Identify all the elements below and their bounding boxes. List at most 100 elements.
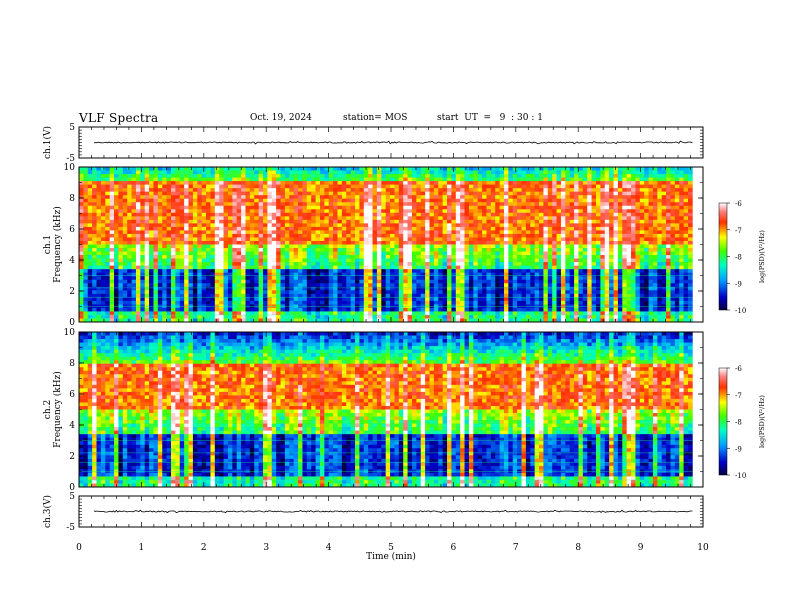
spectrogram-cell	[490, 244, 496, 249]
spectrogram-cell	[319, 230, 325, 235]
spectrogram-cell	[442, 209, 448, 214]
spectrogram-cell	[543, 230, 549, 235]
spectrogram-cell	[429, 198, 435, 203]
spectrogram-cell	[495, 293, 500, 298]
spectrogram-cell	[258, 307, 264, 312]
spectrogram-cell	[254, 318, 259, 323]
spectrogram-cell	[390, 237, 395, 242]
spectrogram-cell	[135, 248, 141, 252]
spectrogram-cell	[530, 265, 535, 270]
spectrogram-cell	[556, 209, 562, 214]
spectrogram-cell	[263, 174, 268, 178]
spectrogram-cell	[368, 240, 373, 245]
spectrogram-cell	[547, 286, 553, 291]
spectrogram-cell	[201, 290, 207, 295]
spectrogram-cell	[192, 219, 198, 224]
spectrogram-cell	[249, 226, 255, 231]
spectrogram-cell	[131, 212, 137, 217]
spectrogram-cell	[429, 286, 435, 291]
spectrogram-cell	[333, 255, 338, 259]
spectrogram-cell	[153, 233, 159, 238]
spectrogram-cell	[79, 233, 84, 238]
spectrogram-cell	[464, 240, 470, 245]
spectrogram-cell	[135, 255, 141, 259]
spectrogram-cell	[346, 167, 351, 171]
spectrogram-cell	[460, 188, 465, 192]
spectrogram-cell	[210, 226, 216, 231]
spectrogram-cell	[175, 258, 181, 263]
spectrogram-cell	[206, 198, 211, 203]
spectrogram-cell	[127, 212, 132, 217]
spectrogram-cell	[236, 279, 242, 284]
spectrogram-cell	[302, 181, 308, 185]
spectrogram-cell	[411, 219, 417, 224]
spectrogram-cell	[166, 191, 172, 196]
spectrogram-cell	[490, 226, 496, 231]
spectrogram-cell	[118, 174, 124, 178]
spectrogram-cell	[83, 265, 89, 270]
spectrogram-cell	[376, 205, 382, 210]
spectrogram-cell	[328, 216, 334, 221]
spectrogram-cell	[92, 174, 97, 178]
spectrogram-cell	[539, 314, 544, 319]
spectrogram-cell	[433, 233, 439, 238]
spectrogram-cell	[188, 283, 194, 288]
spectrogram-cell	[324, 265, 330, 270]
spectrogram-cell	[188, 293, 194, 298]
spectrogram-cell	[337, 248, 343, 252]
spectrogram-cell	[376, 191, 382, 196]
spectrogram-cell	[232, 181, 238, 185]
spectrogram-cell	[284, 286, 290, 291]
spectrogram-cell	[87, 255, 93, 259]
spectrogram-cell	[105, 212, 110, 217]
spectrogram-cell	[376, 184, 382, 189]
spectrogram-cell	[232, 219, 238, 224]
spectrogram-cell	[245, 198, 251, 203]
spectrogram-cell	[534, 293, 540, 298]
spectrogram-cell	[162, 258, 167, 263]
spectrogram-cell	[324, 212, 330, 217]
spectrogram-cell	[175, 174, 181, 178]
spectrogram-cell	[521, 248, 527, 252]
spectrogram-cell	[341, 318, 347, 323]
spectrogram-cell	[438, 205, 443, 210]
spectrogram-cell	[319, 297, 325, 302]
spectrogram-cell	[552, 240, 557, 245]
spectrogram-cell	[284, 311, 290, 316]
spectrogram-cell	[447, 283, 452, 288]
spectrogram-cell	[368, 191, 373, 196]
spectrogram-cell	[227, 233, 233, 238]
spectrogram-cell	[83, 202, 89, 207]
spectrogram-cell	[311, 314, 316, 319]
spectrogram-cell	[263, 262, 268, 266]
spectrogram-cell	[451, 311, 457, 316]
spectrogram-cell	[144, 191, 150, 196]
spectrogram-cell	[166, 276, 172, 281]
spectrogram-cell	[517, 181, 522, 185]
spectrogram-cell	[92, 212, 97, 217]
spectrogram-cell	[219, 181, 224, 185]
spectrogram-cell	[153, 314, 159, 319]
spectrogram-cell	[162, 290, 167, 295]
spectrogram-cell	[363, 311, 369, 316]
spectrogram-cell	[258, 265, 264, 270]
spectrogram-cell	[149, 286, 154, 291]
spectrogram-cell	[227, 181, 233, 185]
spectrogram-cell	[477, 212, 483, 217]
spectrogram-cell	[539, 272, 544, 277]
spectrogram-cell	[184, 188, 189, 192]
spectrogram-cell	[508, 244, 514, 249]
spectrogram-cell	[385, 248, 391, 252]
spectrogram-cell	[144, 226, 150, 231]
spectrogram-cell	[477, 226, 483, 231]
spectrogram-cell	[517, 240, 522, 245]
spectrogram-cell	[355, 216, 360, 221]
spectrogram-cell	[245, 279, 251, 284]
spectrogram-cell	[166, 255, 172, 259]
spectrogram-cell	[403, 318, 408, 323]
spectrogram-cell	[179, 216, 185, 221]
spectrogram-cell	[249, 177, 255, 182]
spectrogram-cell	[271, 174, 277, 178]
spectrogram-cell	[416, 170, 422, 175]
spectrogram-cell	[385, 265, 391, 270]
